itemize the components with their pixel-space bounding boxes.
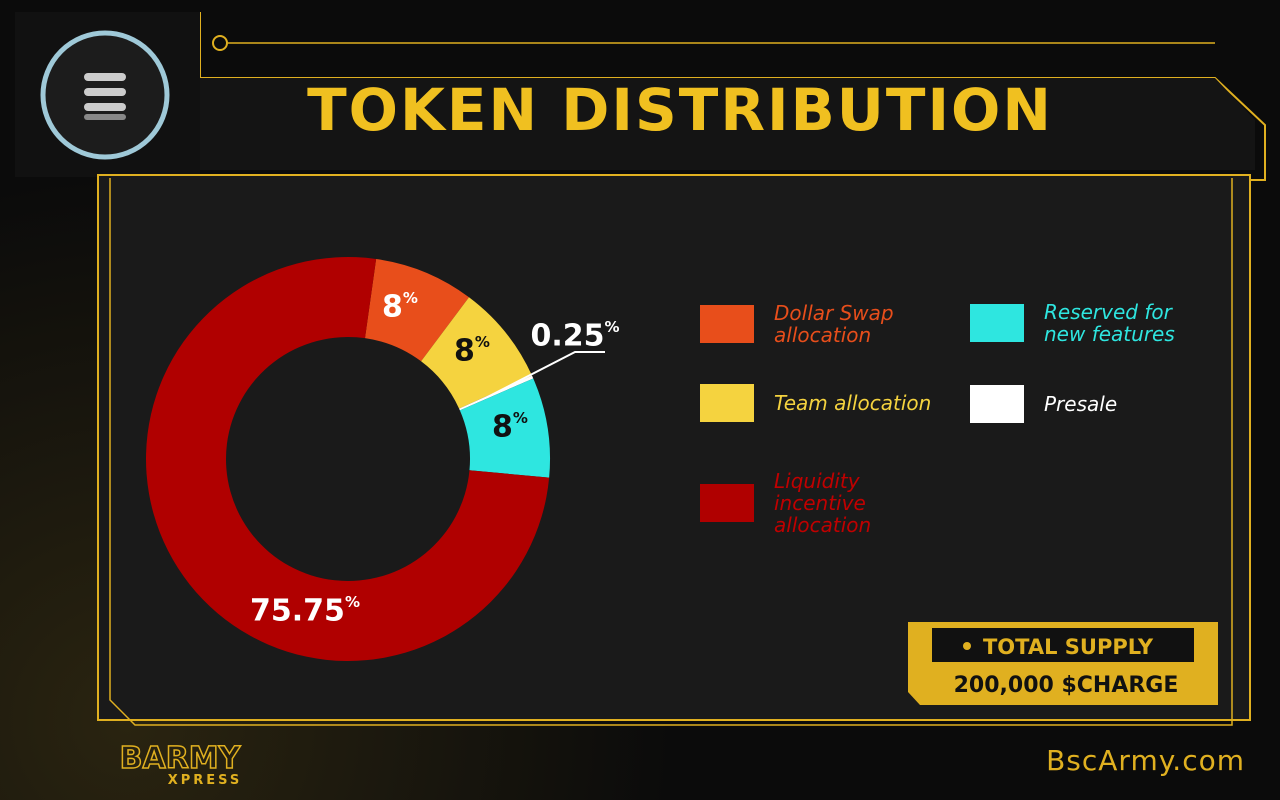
legend-swatch <box>700 384 754 422</box>
legend-label: Liquidity incentive allocation <box>774 469 872 537</box>
data-label-unit: % <box>345 593 360 611</box>
supply-label-bg <box>932 628 1194 662</box>
donut-slice <box>459 378 551 478</box>
data-label-unit: % <box>475 333 490 351</box>
menu-icon <box>84 73 126 81</box>
legend-swatch <box>700 305 754 343</box>
legend-label: Dollar Swap allocation <box>774 301 894 347</box>
legend-swatch <box>970 385 1024 423</box>
legend-item: Liquidity incentive allocation <box>700 470 944 536</box>
legend-swatch <box>700 484 754 522</box>
frame <box>109 178 1233 726</box>
legend-label: Team allocation <box>774 391 932 415</box>
supply-value: 200,000 $CHARGE <box>954 673 1179 698</box>
leader-line <box>486 351 605 399</box>
legend-label: Presale <box>1044 392 1118 416</box>
menu-icon <box>84 114 126 120</box>
legend-label: Reserved for new features <box>1044 300 1175 346</box>
data-label-unit: % <box>403 289 418 307</box>
data-label-unit: % <box>513 409 528 427</box>
dot <box>963 642 971 650</box>
menu-icon <box>84 88 126 96</box>
logo: BARMY <box>120 741 242 776</box>
legend-swatch <box>970 304 1024 342</box>
donut-slice <box>146 256 550 661</box>
legend-item: Reserved for new features <box>970 301 1214 345</box>
supply-label: TOTAL SUPPLY <box>983 635 1154 659</box>
logo-sub: XPRESS <box>168 773 243 788</box>
legend-item: Presale <box>970 385 1214 423</box>
title: TOKEN DISTRIBUTION <box>307 76 1053 144</box>
site: BscArmy.com <box>1046 744 1245 777</box>
frame <box>212 35 228 51</box>
donut-slice <box>364 258 470 362</box>
data-label: 75.75% <box>250 593 360 629</box>
donut-slice <box>421 297 532 409</box>
legend-item: Dollar Swap allocation <box>700 302 944 346</box>
legend-item: Team allocation <box>700 384 944 422</box>
donut: 8%8% 0.25%8%75.75% <box>146 256 620 661</box>
data-label-unit: % <box>605 318 620 336</box>
title-bar <box>200 78 1255 170</box>
menu-icon <box>84 103 126 111</box>
